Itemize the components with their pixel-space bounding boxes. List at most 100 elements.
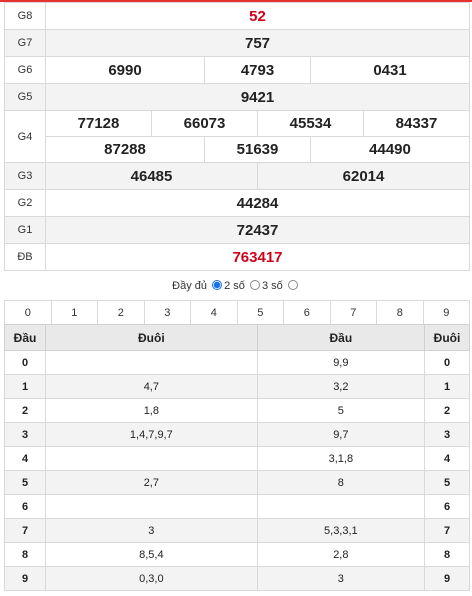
- radio-3-digits[interactable]: [249, 280, 260, 290]
- digit-filter-cell[interactable]: 9: [422, 300, 470, 325]
- prize-label: G2: [4, 189, 46, 217]
- duoi2-cell: 4: [424, 446, 470, 471]
- column-header-duoi: Đuôi: [45, 324, 258, 351]
- prize-number: 77128: [45, 110, 152, 137]
- dau-cell: 8: [4, 542, 46, 567]
- duoi-cell: 4,7: [45, 374, 258, 399]
- row-g4-b: 87288 51639 44490: [5, 136, 470, 163]
- dau-cell: 6: [4, 494, 46, 519]
- prize-label: G6: [4, 56, 46, 84]
- prize-number: 84337: [363, 110, 470, 137]
- prize-number: 87288: [45, 136, 205, 163]
- digit-filter-cell[interactable]: 4: [190, 300, 238, 325]
- duoi2-cell: 0: [424, 350, 470, 375]
- prize-number: 4793: [204, 56, 311, 84]
- prize-number: 0431: [310, 56, 470, 84]
- dau2-cell: 9,9: [256, 350, 426, 375]
- top-accent-line: [0, 0, 472, 2]
- radio-full[interactable]: [287, 280, 298, 290]
- dau2-cell: 5: [256, 398, 426, 423]
- duoi-cell: 1,8: [45, 398, 258, 423]
- digit-filter-cell[interactable]: 2: [97, 300, 145, 325]
- duoi-cell: 8,5,4: [45, 542, 258, 567]
- dau-cell: 7: [4, 518, 46, 543]
- duoi2-cell: 1: [424, 374, 470, 399]
- dau2-cell: 3,2: [256, 374, 426, 399]
- row-g7: G7 757: [4, 29, 470, 57]
- prize-label: G7: [4, 29, 46, 57]
- digit-filter-cell[interactable]: 0: [4, 300, 52, 325]
- prize-label: G4: [4, 110, 46, 163]
- prize-label: G8: [4, 2, 46, 30]
- row-g3: G3 46485 62014: [4, 162, 470, 190]
- results-table: G8 52 G7 757 G6 6990 4793 0431 G5 9421 G…: [4, 2, 470, 271]
- prize-label: ĐB: [4, 243, 46, 271]
- loto-row: 5 2,7 8 5: [4, 470, 470, 495]
- duoi-cell: 3: [45, 518, 258, 543]
- option-full-label[interactable]: Đầy đủ: [172, 280, 208, 292]
- dau2-cell: [256, 494, 426, 519]
- radio-2-digits[interactable]: [212, 280, 223, 290]
- loto-row: 2 1,8 5 2: [4, 398, 470, 423]
- dau-cell: 4: [4, 446, 46, 471]
- dau-cell: 0: [4, 350, 46, 375]
- loto-row: 1 4,7 3,2 1: [4, 374, 470, 399]
- row-special: ĐB 763417: [4, 243, 470, 271]
- prize-number: 757: [45, 29, 470, 57]
- prize-label: G5: [4, 83, 46, 111]
- prize-number: 46485: [45, 162, 258, 190]
- duoi2-cell: 2: [424, 398, 470, 423]
- duoi2-cell: 9: [424, 566, 470, 591]
- dau2-cell: 3: [256, 566, 426, 591]
- digit-filter-row: 0 1 2 3 4 5 6 7 8 9: [4, 300, 470, 325]
- dau-cell: 3: [4, 422, 46, 447]
- prize-label: G1: [4, 216, 46, 244]
- row-g6: G6 6990 4793 0431: [4, 56, 470, 84]
- loto-row: 8 8,5,4 2,8 8: [4, 542, 470, 567]
- prize-number: 9421: [45, 83, 470, 111]
- column-header-dau-2: Đầu: [256, 324, 426, 351]
- dau2-cell: 9,7: [256, 422, 426, 447]
- loto-row: 0 9,9 0: [4, 350, 470, 375]
- dau-cell: 1: [4, 374, 46, 399]
- prize-number: 62014: [257, 162, 470, 190]
- duoi-cell: 1,4,7,9,7: [45, 422, 258, 447]
- digit-filter-cell[interactable]: 3: [143, 300, 191, 325]
- digit-filter-cell[interactable]: 1: [50, 300, 98, 325]
- dau-cell: 2: [4, 398, 46, 423]
- prize-number: 66073: [151, 110, 258, 137]
- dau-cell: 5: [4, 470, 46, 495]
- digit-filter-cell[interactable]: 6: [283, 300, 331, 325]
- loto-header-row: Đầu Đuôi Đầu Đuôi: [4, 324, 470, 351]
- loto-row: 4 3,1,8 4: [4, 446, 470, 471]
- duoi-cell: 2,7: [45, 470, 258, 495]
- duoi-cell: [45, 350, 258, 375]
- row-g1: G1 72437: [4, 216, 470, 244]
- option-three-label[interactable]: 3 số: [261, 280, 283, 292]
- duoi2-cell: 7: [424, 518, 470, 543]
- prize-number: 72437: [45, 216, 470, 244]
- option-two-label[interactable]: 2 số: [224, 280, 245, 292]
- digit-filter-cell[interactable]: 7: [329, 300, 377, 325]
- duoi-cell: [45, 446, 258, 471]
- prize-number: 44284: [45, 189, 470, 217]
- display-options: Đầy đủ 2 số 3 số: [0, 276, 472, 296]
- loto-row: 7 3 5,3,3,1 7: [4, 518, 470, 543]
- digit-filter-cell[interactable]: 8: [376, 300, 424, 325]
- dau2-cell: 2,8: [256, 542, 426, 567]
- duoi2-cell: 5: [424, 470, 470, 495]
- dau2-cell: 3,1,8: [256, 446, 426, 471]
- duoi2-cell: 8: [424, 542, 470, 567]
- special-prize-number: 763417: [45, 243, 470, 271]
- duoi-cell: 0,3,0: [45, 566, 258, 591]
- row-g4-a: G4 77128 66073 45534 84337: [4, 110, 470, 163]
- prize-number: 51639: [204, 136, 311, 163]
- prize-label: G3: [4, 162, 46, 190]
- column-header-duoi-2: Đuôi: [424, 324, 470, 351]
- loto-row: 9 0,3,0 3 9: [4, 566, 470, 591]
- duoi2-cell: 3: [424, 422, 470, 447]
- digit-filter-cell[interactable]: 5: [236, 300, 284, 325]
- loto-head-tail-table: Đầu Đuôi Đầu Đuôi 0 9,9 0 1 4,7 3,2 1 2 1,8 5 2 …: [4, 324, 470, 591]
- column-header-dau: Đầu: [4, 324, 46, 351]
